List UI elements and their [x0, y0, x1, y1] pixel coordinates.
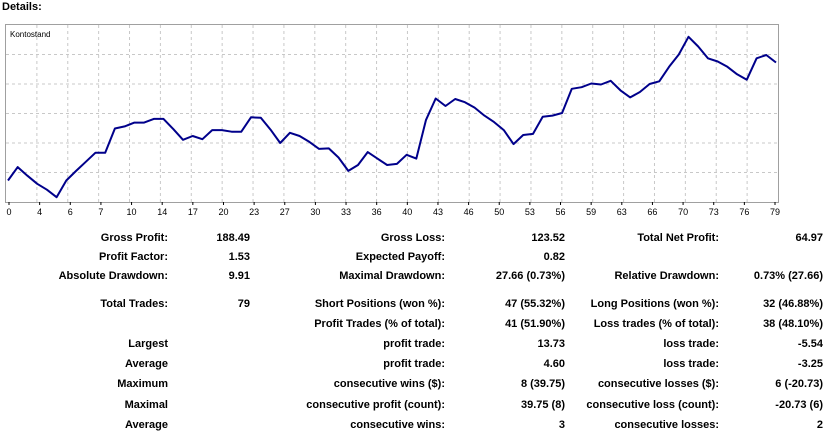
maximum-label: Maximum: [117, 378, 168, 390]
relative-drawdown-label: Relative Drawdown:: [614, 270, 719, 282]
profit-trades-label: Profit Trades (% of total):: [314, 318, 445, 330]
x-tick-label: 10: [127, 207, 137, 217]
profit-factor-value: 1.53: [228, 251, 250, 263]
x-tick-label: 73: [709, 207, 719, 217]
maximal-drawdown-value: 27.66 (0.73%): [495, 270, 565, 282]
average-profit-value: 4.60: [543, 358, 565, 370]
long-positions-label: Long Positions (won %):: [590, 298, 719, 310]
maximal-consec-profit-label: consecutive profit (count):: [306, 399, 445, 411]
gross-loss-label: Gross Loss:: [380, 232, 445, 244]
x-axis-ticks: 0 4 6 7 10 14 17 20 23 27 30 33 36 40 43 46 50 53 56 59 63 66…: [6, 202, 780, 217]
x-tick-label: 40: [402, 207, 412, 217]
x-tick-label: 79: [770, 207, 780, 217]
average-loss-label: loss trade:: [663, 358, 719, 370]
avg-consec-wins-label: consecutive wins:: [350, 419, 445, 431]
x-tick-label: 23: [249, 207, 259, 217]
x-tick-label: 6: [68, 207, 73, 217]
avg-consec-losses-value: 2: [816, 419, 823, 431]
x-tick-label: 7: [98, 207, 103, 217]
expected-payoff-value: 0.82: [543, 251, 565, 263]
total-trades-label: Total Trades:: [100, 298, 168, 310]
x-tick-label: 14: [157, 207, 167, 217]
largest-label: Largest: [128, 338, 168, 350]
largest-profit-value: 13.73: [537, 338, 565, 350]
relative-drawdown-value: 0.73% (27.66): [753, 270, 823, 282]
loss-trades-label: Loss trades (% of total):: [593, 318, 719, 330]
x-tick-label: 46: [464, 207, 474, 217]
total-net-profit-label: Total Net Profit:: [637, 232, 719, 244]
maximal-drawdown-label: Maximal Drawdown:: [339, 270, 445, 282]
maximal-consec-profit-value: 39.75 (8): [520, 399, 565, 411]
x-tick-label: 59: [586, 207, 596, 217]
x-tick-label: 17: [188, 207, 198, 217]
max-consec-wins-label: consecutive wins ($):: [333, 378, 445, 390]
chart-legend: Kontostand: [10, 30, 50, 39]
avg-consec-wins-value: 3: [558, 419, 565, 431]
x-tick-label: 36: [372, 207, 382, 217]
largest-loss-label: loss trade:: [663, 338, 719, 350]
balance-line: [7, 35, 777, 199]
maximal-label: Maximal: [124, 399, 168, 411]
x-tick-label: 70: [678, 207, 688, 217]
balance-chart: Kontostand 0 4 6 7 10 14 17 20 23 27 30 33 36 40 43 46 5…: [5, 24, 780, 217]
x-tick-label: 20: [218, 207, 228, 217]
x-tick-label: 27: [280, 207, 290, 217]
average2-label: Average: [124, 419, 168, 431]
max-consec-losses-value: 6 (-20.73): [775, 378, 823, 390]
short-positions-label: Short Positions (won %):: [314, 298, 445, 310]
maximal-consec-loss-value: -20.73 (6): [775, 399, 823, 411]
x-tick-label: 56: [556, 207, 566, 217]
maximal-consec-loss-label: consecutive loss (count):: [586, 399, 719, 411]
x-tick-label: 66: [647, 207, 657, 217]
gross-loss-value: 123.52: [531, 232, 565, 244]
page-title: Details:: [2, 1, 42, 13]
avg-consec-losses-label: consecutive losses:: [614, 419, 719, 431]
max-consec-wins-value: 8 (39.75): [520, 378, 565, 390]
average-loss-value: -3.25: [797, 358, 823, 370]
profit-trades-value: 41 (51.90%): [505, 318, 565, 330]
largest-loss-value: -5.54: [797, 338, 823, 350]
absolute-drawdown-label: Absolute Drawdown:: [58, 270, 168, 282]
x-tick-label: 76: [739, 207, 749, 217]
total-net-profit-value: 64.97: [795, 232, 823, 244]
x-tick-label: 4: [37, 207, 42, 217]
x-tick-label: 0: [6, 207, 11, 217]
x-tick-label: 43: [433, 207, 443, 217]
x-tick-label: 50: [494, 207, 504, 217]
average-profit-label: profit trade:: [383, 358, 445, 370]
gross-profit-label: Gross Profit:: [100, 232, 168, 244]
x-tick-label: 30: [310, 207, 320, 217]
x-tick-label: 53: [525, 207, 535, 217]
gross-profit-value: 188.49: [216, 232, 250, 244]
long-positions-value: 32 (46.88%): [763, 298, 823, 310]
largest-profit-label: profit trade:: [383, 338, 445, 350]
short-positions-value: 47 (55.32%): [505, 298, 565, 310]
x-tick-label: 33: [341, 207, 351, 217]
absolute-drawdown-value: 9.91: [228, 270, 250, 282]
x-tick-label: 63: [617, 207, 627, 217]
max-consec-losses-label: consecutive losses ($):: [597, 378, 719, 390]
loss-trades-value: 38 (48.10%): [763, 318, 823, 330]
total-trades-value: 79: [237, 298, 250, 310]
expected-payoff-label: Expected Payoff:: [355, 251, 445, 263]
profit-factor-label: Profit Factor:: [98, 251, 168, 263]
average-label: Average: [124, 358, 168, 370]
